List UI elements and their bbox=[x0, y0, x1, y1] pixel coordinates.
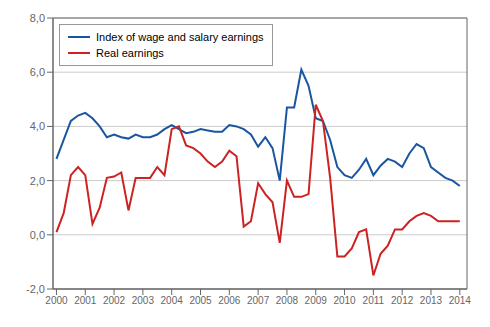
svg-text:2,0: 2,0 bbox=[30, 175, 45, 187]
svg-text:2009: 2009 bbox=[305, 295, 328, 306]
svg-text:2002: 2002 bbox=[103, 295, 126, 306]
svg-text:4,0: 4,0 bbox=[30, 120, 45, 132]
svg-text:0,0: 0,0 bbox=[30, 229, 45, 241]
svg-text:2014: 2014 bbox=[449, 295, 472, 306]
svg-text:2008: 2008 bbox=[276, 295, 299, 306]
svg-text:2010: 2010 bbox=[333, 295, 356, 306]
svg-text:2004: 2004 bbox=[161, 295, 184, 306]
svg-text:2013: 2013 bbox=[420, 295, 443, 306]
svg-text:2003: 2003 bbox=[132, 295, 155, 306]
svg-text:2007: 2007 bbox=[247, 295, 270, 306]
svg-text:8,0: 8,0 bbox=[30, 12, 45, 24]
html-text:Real earnings: Real earnings bbox=[96, 47, 164, 59]
svg-text:2012: 2012 bbox=[391, 295, 414, 306]
html-text:Index of wage and salary earni: Index of wage and salary earnings bbox=[96, 31, 264, 43]
svg-text:6,0: 6,0 bbox=[30, 66, 45, 78]
svg-text:-2,0: -2,0 bbox=[26, 283, 45, 295]
svg-text:2005: 2005 bbox=[189, 295, 212, 306]
svg-text:2006: 2006 bbox=[218, 295, 241, 306]
svg-text:2011: 2011 bbox=[363, 295, 385, 306]
svg-text:2001: 2001 bbox=[74, 295, 97, 306]
svg-text:2000: 2000 bbox=[45, 295, 68, 306]
